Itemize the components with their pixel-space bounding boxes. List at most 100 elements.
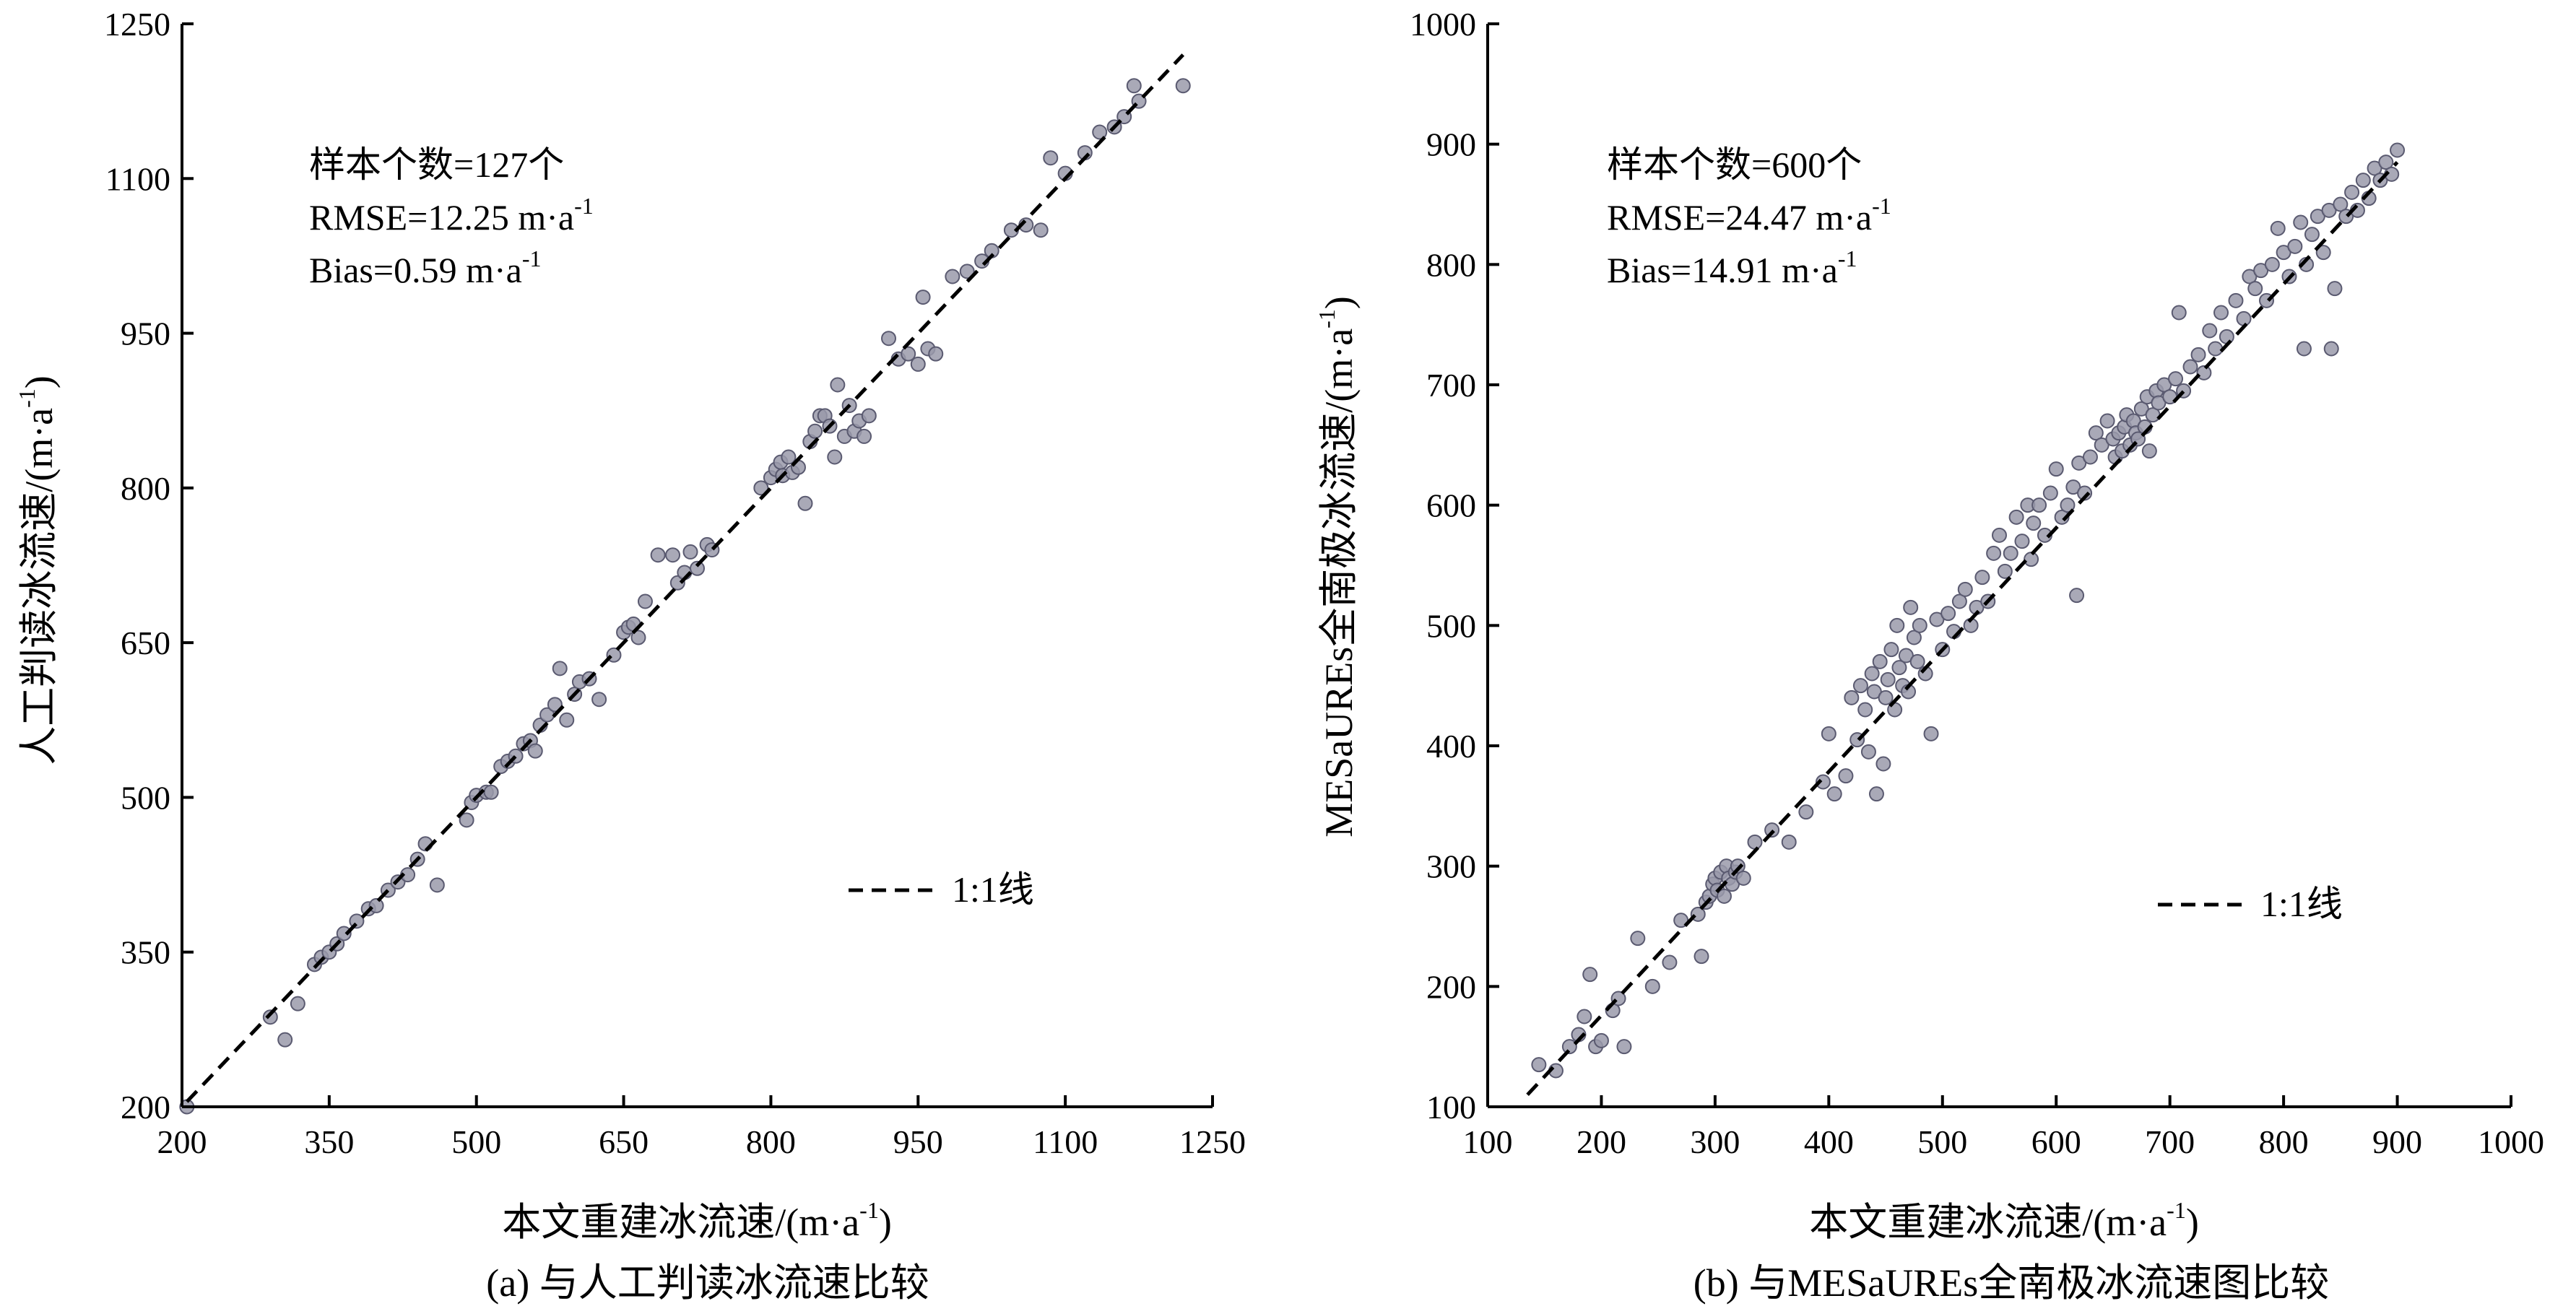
panel-b-data-point [2196,365,2212,380]
panel-b-data-point [2069,588,2085,604]
panel-a-data-point [1092,124,1108,140]
panel-a-data-point [1033,222,1049,238]
panel-b-data-point [1644,978,1660,994]
panel-a-data-point [861,408,877,424]
panel-b-data-point [1974,570,1990,586]
panel-b-y-tick-label: 400 [1426,728,1476,765]
panel-a-y-axis-title: 人工判读冰流速/(m·a-1) [14,375,61,765]
panel-b-data-point [1582,967,1598,983]
panel-a-bias: Bias=0.59 m·a-1 [309,245,541,290]
panel-b-data-point [1662,954,1678,970]
panel-a-y-tick-label: 500 [121,779,170,816]
panel-a-one-to-one-line [185,53,1185,1103]
panel-b-y-tick-label: 100 [1426,1089,1476,1126]
panel-b-data-point [2287,238,2303,254]
panel-b-data-point [1880,671,1896,687]
panel-b-data-point [2208,341,2224,357]
panel-b-chart: 100 200 300 400 500 600 700 800 900 1000 100 200 30… [1314,6,2544,1305]
panel-b-data-point [1906,630,1922,645]
panel-a-y-tick-label: 1250 [104,6,170,43]
panel-a-data-point [830,377,846,393]
panel-b-data-point [2168,371,2184,387]
panel-a-data-point [945,269,960,284]
panel-a-data-point [630,630,646,645]
panel-b-y-tick-label: 200 [1426,968,1476,1005]
panel-b-data-point [2182,359,2198,375]
panel-a-x-tick-label: 950 [893,1123,943,1160]
panel-b-data-point [1878,689,1894,705]
panel-a-data-point [669,575,685,591]
panel-b-y-tick-label: 1000 [1410,6,1476,43]
panel-a-data-point [1043,150,1059,166]
panel-b-y-tick-label: 500 [1426,607,1476,644]
panel-b-y-tick-label: 800 [1426,246,1476,283]
panel-a-caption: (a) 与人工判读冰流速比较 [486,1261,929,1305]
panel-a-x-tick-label: 500 [451,1123,501,1160]
panel-a-data-point [781,449,797,465]
panel-b-data-point [1872,653,1888,669]
panel-b-data-point [2333,196,2349,212]
panel-a-data-point [290,996,305,1011]
panel-b-data-point [1997,563,2013,579]
panel-b-data-point [1868,786,1884,802]
panel-a-data-point [910,356,926,372]
panel-b-data-point [1735,870,1751,886]
panel-b-data-point [1716,888,1732,904]
panel-b-y-axis-title: MESaUREs全南极冰流速/(m·a-1) [1314,296,1361,837]
panel-b-data-point [1821,726,1836,741]
panel-a-data-point [1126,78,1142,94]
panel-b-rmse: RMSE=24.47 m·a-1 [1607,193,1891,238]
panel-a-y-tick-label: 350 [121,934,170,971]
panel-b-data-point [2293,214,2309,230]
panel-b-x-tick-label: 100 [1463,1123,1513,1160]
panel-b-data-point [2202,323,2218,339]
panel-b-y-tick-label: 300 [1426,848,1476,885]
panel-a-data-point [552,661,568,676]
panel-b-data-point [2323,341,2339,357]
panel-a-chart: 200 350 500 650 800 950 1100 1250 200 350 500 650 8… [14,6,1246,1305]
panel-a-data-point [459,812,474,828]
panel-a-data-point [753,480,769,496]
panel-a-data-point [637,593,653,609]
panel-b-data-point [1992,527,2007,543]
panel-b-data-point [2008,509,2024,525]
panel-b-data-point [1593,1032,1609,1048]
panel-a-data-point [797,495,813,511]
panel-b-data-point [2024,552,2039,567]
panel-a-data-point [262,1009,278,1025]
panel-a-rmse: RMSE=12.25 m·a-1 [309,193,594,238]
panel-b-x-tick-label: 300 [1690,1123,1740,1160]
panel-b-data-point [2296,341,2312,357]
panel-b-data-point [1844,689,1860,705]
panel-a-sample-count: 样本个数=127个 [309,144,564,185]
panel-b-data-point [1951,593,1967,609]
panel-b-data-point [1883,642,1899,658]
panel-b-x-tick-label: 1000 [2478,1123,2544,1160]
panel-a-data-point [559,712,575,728]
panel-b-data-point [1860,744,1876,760]
panel-b-data-point [1889,617,1905,633]
panel-a-x-tick-label: 200 [157,1123,207,1160]
panel-b-data-point [1531,1057,1547,1073]
panel-a-data-point [857,428,872,444]
panel-b-data-point [2082,449,2098,465]
panel-b-data-point [2378,155,2394,170]
panel-b-data-point [2213,305,2229,321]
panel-b-data-point [2264,256,2280,272]
panel-b-data-point [2088,425,2104,441]
panel-b-x-tick-label: 700 [2145,1123,2195,1160]
panel-b-data-point [1903,599,1919,615]
panel-b-x-tick-label: 500 [1917,1123,1967,1160]
panel-b-data-point [2390,142,2406,158]
panel-b-data-point [2270,220,2286,236]
panel-a-data-point [690,560,705,576]
panel-b-data-point [2003,545,2018,561]
panel-b-data-point [2355,173,2371,188]
panel-b-data-point [2228,292,2244,308]
panel-b-data-point [1838,768,1854,784]
panel-b-y-tick-label: 900 [1426,126,1476,163]
panel-a-x-tick-label: 1250 [1179,1123,1246,1160]
panel-a-y-tick-label: 1100 [105,160,170,197]
panel-b-data-point [1747,834,1763,850]
